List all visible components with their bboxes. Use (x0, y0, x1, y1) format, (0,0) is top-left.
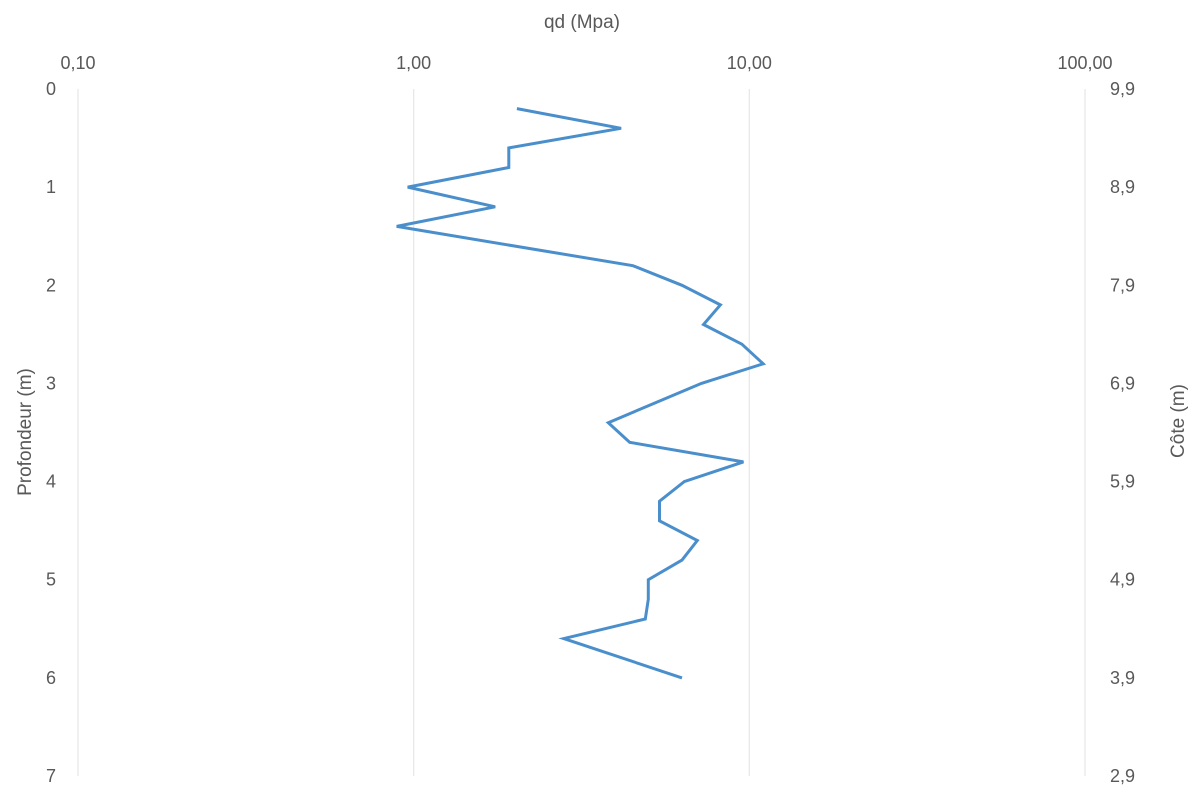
x-axis-title: qd (Mpa) (544, 12, 620, 33)
y2-tick-label: 6,9 (1110, 373, 1135, 393)
x-tick-label: 100,00 (1057, 53, 1112, 73)
y2-tick-label: 3,9 (1110, 668, 1135, 688)
y-tick-label: 2 (46, 275, 56, 295)
series-line-0 (396, 107, 767, 680)
grid-lines (77, 89, 1086, 776)
y-tick-label: 3 (46, 373, 56, 393)
y2-tick-labels: 9,9 8,9 7,9 6,9 5,9 4,9 3,9 2,9 (1110, 79, 1135, 786)
x-tick-label: 0,10 (60, 53, 95, 73)
y2-tick-label: 2,9 (1110, 766, 1135, 786)
y2-tick-label: 8,9 (1110, 177, 1135, 197)
y2-tick-label: 4,9 (1110, 570, 1135, 590)
y-tick-label: 6 (46, 668, 56, 688)
series-layer (396, 107, 767, 680)
y2-tick-label: 9,9 (1110, 79, 1135, 99)
y-tick-label: 0 (46, 79, 56, 99)
y-tick-labels: 0 1 2 3 4 5 6 7 (46, 79, 56, 786)
y-tick-label: 5 (46, 570, 56, 590)
y2-tick-label: 7,9 (1110, 275, 1135, 295)
y2-tick-label: 5,9 (1110, 472, 1135, 492)
y-tick-label: 7 (46, 766, 56, 786)
y-tick-label: 1 (46, 177, 56, 197)
y-tick-label: 4 (46, 472, 56, 492)
y2-axis-title: Côte (m) (1168, 384, 1188, 458)
x-tick-label: 1,00 (396, 53, 431, 73)
y-axis-title: Profondeur (m) (15, 368, 36, 496)
x-tick-label: 10,00 (727, 53, 772, 73)
x-tick-labels: 0,10 1,00 10,00 100,00 (60, 53, 1112, 73)
